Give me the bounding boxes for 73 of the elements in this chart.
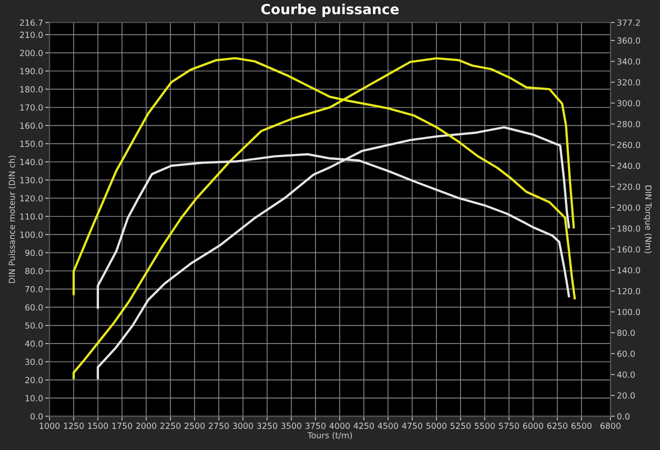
y-tick-label: 80.0 xyxy=(25,268,43,274)
x-tick-label: 4250 xyxy=(354,422,374,429)
x-tick-label: 1500 xyxy=(88,422,108,429)
y-tick-label: 130.0 xyxy=(20,177,43,184)
y-tick-label: 0.0 xyxy=(30,413,43,420)
y-tick-label: 170.0 xyxy=(20,104,43,111)
x-tick-label: 6800 xyxy=(600,422,621,429)
y2-tick-label: 280.0 xyxy=(617,120,640,128)
y-tick-label: 60.0 xyxy=(25,304,43,311)
y-tick-label: 120.0 xyxy=(20,195,43,202)
y-tick-label: 10.0 xyxy=(26,395,43,402)
x-tick-label: 1000 xyxy=(40,422,60,429)
y-tick-label: 200.0 xyxy=(20,50,43,56)
x-tick-label: 1250 xyxy=(64,422,84,429)
y2-tick-label: 360.0 xyxy=(617,37,640,44)
x-tick-label: 2750 xyxy=(208,422,229,429)
y2-tick-label: 40.0 xyxy=(617,371,635,378)
y-tick-label: 160.0 xyxy=(20,122,43,129)
x-tick-label: 5250 xyxy=(450,422,471,429)
x-tick-label: 6500 xyxy=(571,422,592,429)
x-axis-title: Tours (t/m) xyxy=(307,432,352,440)
y-tick-label: 150.0 xyxy=(20,140,43,147)
x-tick-label: 5750 xyxy=(498,422,519,429)
x-tick-label: 5000 xyxy=(426,422,446,429)
x-tick-label: 5500 xyxy=(474,422,495,429)
y2-tick-label: 160.0 xyxy=(618,246,640,253)
line-series xyxy=(96,126,570,380)
y-tick-label: 90.0 xyxy=(25,250,43,256)
y-tick-label: 70.0 xyxy=(25,286,43,292)
y2-tick-label: 320.0 xyxy=(617,79,640,86)
y-tick-label: 20.0 xyxy=(25,376,43,384)
x-tick-label: 1750 xyxy=(112,422,132,429)
x-tick-label: 6250 xyxy=(547,422,568,429)
y-tick-label: 110.0 xyxy=(20,213,43,220)
y-tick-label: 216.7 xyxy=(20,19,43,26)
x-tick-label: 3000 xyxy=(232,422,253,429)
y-tick-label: 140.0 xyxy=(20,158,43,166)
y-tick-label: 210.0 xyxy=(20,32,43,38)
y2-tick-label: 80.0 xyxy=(617,330,635,336)
x-tick-label: 2000 xyxy=(136,422,156,429)
y2-tick-label: 260.0 xyxy=(617,142,640,148)
x-tick-label: 2250 xyxy=(160,422,180,429)
y2-axis-title: DIN Torque (Nm) xyxy=(644,186,652,254)
y-tick-label: 190.0 xyxy=(20,68,43,74)
y-tick-label: 40.0 xyxy=(25,340,43,347)
y-tick-label: 180.0 xyxy=(20,86,43,92)
y2-tick-label: 377.2 xyxy=(617,19,640,26)
y2-tick-label: 140.0 xyxy=(618,267,640,274)
x-tick-label: 3500 xyxy=(281,422,302,429)
y2-tick-label: 20.0 xyxy=(617,392,635,399)
x-tick-label: 3750 xyxy=(306,422,326,429)
x-tick-label: 3250 xyxy=(257,422,278,429)
y-tick-label: 100.0 xyxy=(20,232,43,238)
chart-title: Courbe puissance xyxy=(261,4,399,18)
y-tick-label: 30.0 xyxy=(25,358,43,366)
y2-tick-label: 100.0 xyxy=(618,308,640,316)
x-tick-label: 4750 xyxy=(402,422,422,429)
line-series xyxy=(72,57,575,380)
y2-tick-label: 180.0 xyxy=(618,225,640,232)
y2-tick-label: 200.0 xyxy=(617,204,640,211)
y2-tick-label: 220.0 xyxy=(617,184,640,190)
y2-tick-label: 60.0 xyxy=(617,350,635,357)
x-tick-label: 2500 xyxy=(184,422,205,429)
x-tick-label: 4000 xyxy=(329,422,350,429)
y2-tick-label: 0.0 xyxy=(617,413,630,420)
y2-tick-label: 300.0 xyxy=(617,100,640,106)
y2-tick-label: 120.0 xyxy=(618,288,640,294)
y-axis-title: DIN Puissance moteur (DIN ch) xyxy=(8,156,16,283)
y2-tick-label: 240.0 xyxy=(617,162,640,170)
y-tick-label: 50.0 xyxy=(25,322,43,329)
x-tick-label: 6000 xyxy=(523,422,544,429)
x-tick-label: 4500 xyxy=(378,422,398,429)
y2-tick-label: 340.0 xyxy=(617,58,640,65)
